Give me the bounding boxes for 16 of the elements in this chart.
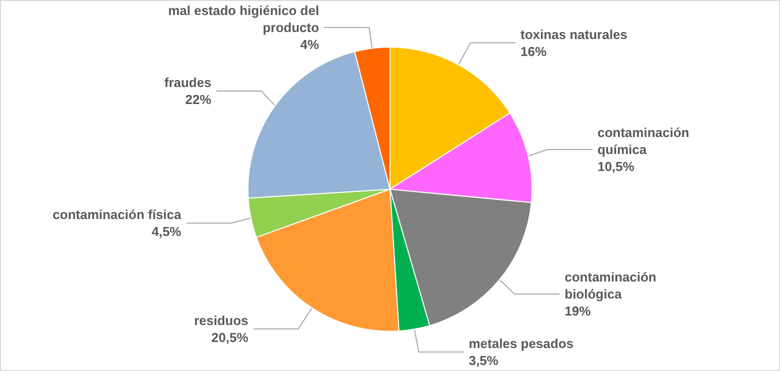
slice-label: mal estado higiénico del producto xyxy=(168,3,320,35)
slice-label: toxinas naturales xyxy=(520,26,628,42)
data-label: 10,5% xyxy=(597,159,635,174)
data-label: 22% xyxy=(185,92,212,107)
data-label: 4,5% xyxy=(152,224,182,240)
data-label: 20,5% xyxy=(211,330,249,345)
data-label: 4% xyxy=(300,37,320,52)
slice-label: contaminación biológica xyxy=(564,270,660,302)
data-label: 3,5% xyxy=(468,353,499,368)
slice-label: residuos xyxy=(194,312,248,328)
slice-label: metales pesados xyxy=(468,336,574,351)
data-label: 19% xyxy=(564,304,592,319)
slice-label: contaminación química xyxy=(597,125,693,158)
slice-label: fraudes xyxy=(164,74,212,90)
slice-label: contaminación física xyxy=(52,207,182,222)
data-label: 16% xyxy=(520,44,547,59)
